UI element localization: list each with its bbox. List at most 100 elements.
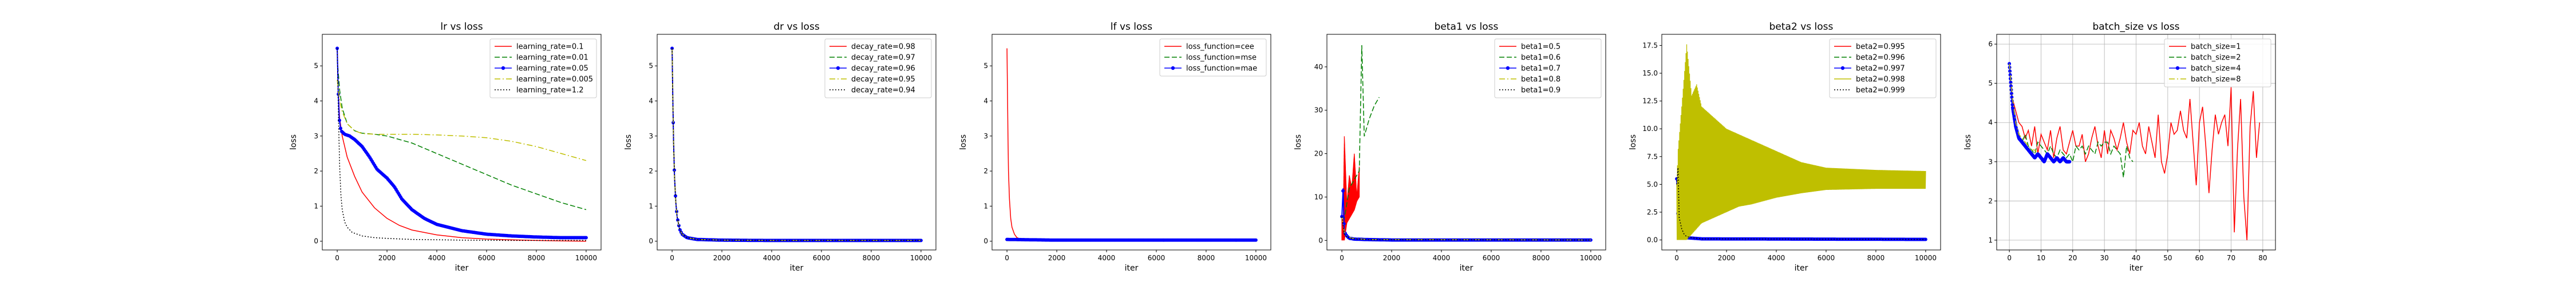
plot-area bbox=[1005, 48, 1258, 242]
series-3-point bbox=[2010, 96, 2014, 99]
x-tick-label: 0 bbox=[1340, 254, 1344, 262]
series-3-point bbox=[1341, 189, 1345, 193]
legend-label: loss_function=cee bbox=[1186, 43, 1254, 51]
legend-box bbox=[1494, 38, 1602, 98]
y-tick-label: 3 bbox=[1988, 158, 1993, 166]
legend-label: loss_function=mae bbox=[1186, 65, 1257, 73]
x-tick-label: 8000 bbox=[1867, 254, 1885, 262]
axes-frame bbox=[322, 34, 602, 251]
series-1-line bbox=[2009, 63, 2261, 240]
y-tick-label: 10.0 bbox=[1642, 125, 1658, 133]
series-3-point bbox=[2009, 81, 2013, 84]
x-tick-label: 6000 bbox=[478, 254, 496, 262]
subplot-3: 0 2000 4000 6000 8000 10000 0 1 2 3 4 5 lf vs loss it… bbox=[959, 21, 1271, 273]
series-3-point bbox=[674, 194, 677, 198]
legend-marker bbox=[1840, 66, 1845, 70]
y-axis-label: loss bbox=[289, 134, 298, 150]
series-3-point bbox=[339, 126, 342, 130]
legend-box bbox=[2164, 38, 2271, 88]
y-tick-label: 15.0 bbox=[1642, 69, 1658, 77]
x-tick-label: 40 bbox=[2132, 254, 2140, 262]
y-tick-label: 0 bbox=[649, 237, 653, 245]
x-tick-label: 60 bbox=[2195, 254, 2204, 262]
subplot-4: 0 2000 4000 6000 8000 10000 0 10 20 30 40 beta1 vs … bbox=[1294, 21, 1606, 273]
x-tick-label: 6000 bbox=[813, 254, 831, 262]
series-3-point bbox=[2068, 160, 2072, 164]
legend-label: loss_function=mse bbox=[1186, 54, 1257, 62]
series-3-point bbox=[338, 118, 341, 122]
chart-title: batch_size vs loss bbox=[2092, 21, 2179, 33]
y-tick-label: 6 bbox=[1988, 40, 1993, 48]
y-tick-label: 0.0 bbox=[1647, 236, 1658, 244]
x-tick-label: 0 bbox=[2007, 254, 2012, 262]
legend-box bbox=[489, 38, 597, 98]
y-tick-label: 3 bbox=[314, 132, 318, 140]
x-tick-label: 70 bbox=[2227, 254, 2235, 262]
plot-area bbox=[335, 46, 588, 242]
x-axis-label: iter bbox=[1125, 264, 1139, 273]
series-5-line bbox=[337, 48, 586, 241]
x-tick-label: 6000 bbox=[1818, 254, 1835, 262]
series-5-line bbox=[1341, 216, 1591, 241]
y-tick-label: 2.5 bbox=[1647, 208, 1658, 216]
x-tick-label: 4000 bbox=[1433, 254, 1451, 262]
plot-area bbox=[2008, 62, 2261, 240]
series-4-line bbox=[1341, 216, 1591, 241]
x-tick-label: 0 bbox=[670, 254, 674, 262]
series-1-line bbox=[1341, 136, 1360, 241]
series-3-point bbox=[2008, 73, 2012, 77]
series-3-point bbox=[673, 168, 676, 172]
y-tick-label: 5 bbox=[314, 62, 318, 70]
y-tick-label: 17.5 bbox=[1642, 41, 1658, 49]
y-axis-label: loss bbox=[959, 134, 968, 150]
y-tick-label: 1 bbox=[1988, 236, 1993, 244]
plot-area bbox=[670, 46, 923, 243]
y-tick-label: 5 bbox=[983, 62, 988, 70]
axes-frame bbox=[657, 34, 937, 251]
axes-frame bbox=[991, 34, 1271, 251]
legend-label: learning_rate=0.01 bbox=[516, 54, 588, 62]
x-axis-label: iter bbox=[790, 264, 804, 273]
x-tick-label: 10000 bbox=[575, 254, 597, 262]
x-tick-label: 8000 bbox=[1198, 254, 1215, 262]
y-tick-label: 3 bbox=[983, 132, 988, 140]
x-tick-label: 80 bbox=[2258, 254, 2267, 262]
series-4-line bbox=[2009, 63, 2038, 154]
y-tick-label: 0 bbox=[314, 237, 318, 245]
legend-box bbox=[1829, 38, 1937, 98]
legend-label: batch_size=4 bbox=[2191, 65, 2241, 73]
series-3-point bbox=[2008, 69, 2012, 73]
y-tick-label: 2 bbox=[983, 167, 988, 175]
x-tick-label: 2000 bbox=[713, 254, 731, 262]
x-tick-label: 4000 bbox=[763, 254, 781, 262]
legend-label: beta2=0.995 bbox=[1856, 43, 1905, 51]
chart-title: beta2 vs loss bbox=[1769, 21, 1834, 33]
series-2-line bbox=[337, 58, 587, 210]
legend-label: decay_rate=0.94 bbox=[851, 86, 915, 95]
legend-label: batch_size=8 bbox=[2191, 76, 2241, 84]
legend-marker bbox=[1171, 66, 1175, 70]
x-tick-label: 8000 bbox=[1532, 254, 1550, 262]
subplot-1: 0 2000 4000 6000 8000 10000 0 1 2 3 4 5 lr vs loss it… bbox=[289, 21, 602, 273]
series-3-line bbox=[2009, 63, 2070, 163]
legend-label: beta1=0.5 bbox=[1521, 43, 1560, 51]
y-tick-label: 5.0 bbox=[1647, 180, 1658, 188]
y-tick-label: 0 bbox=[983, 237, 988, 245]
chart-title: lr vs loss bbox=[440, 21, 483, 33]
series-3-line bbox=[1341, 188, 1591, 241]
plot-area bbox=[1340, 45, 1593, 242]
x-tick-label: 4000 bbox=[1098, 254, 1116, 262]
y-tick-label: 4 bbox=[1988, 118, 1993, 126]
legend: batch_size=1 batch_size=2 batch_size=4batc… bbox=[2164, 38, 2271, 88]
x-tick-label: 2000 bbox=[1718, 254, 1736, 262]
series-4-line bbox=[1676, 44, 1926, 240]
chart-title: beta1 vs loss bbox=[1435, 21, 1499, 33]
series-1-line bbox=[1006, 48, 1256, 241]
x-tick-label: 2000 bbox=[1383, 254, 1401, 262]
series-3-point bbox=[1254, 238, 1258, 242]
legend: loss_function=cee loss_function=mse loss_f… bbox=[1159, 38, 1267, 77]
y-tick-label: 2 bbox=[1988, 197, 1993, 205]
x-tick-label: 6000 bbox=[1148, 254, 1165, 262]
legend-label: beta2=0.998 bbox=[1856, 76, 1905, 84]
